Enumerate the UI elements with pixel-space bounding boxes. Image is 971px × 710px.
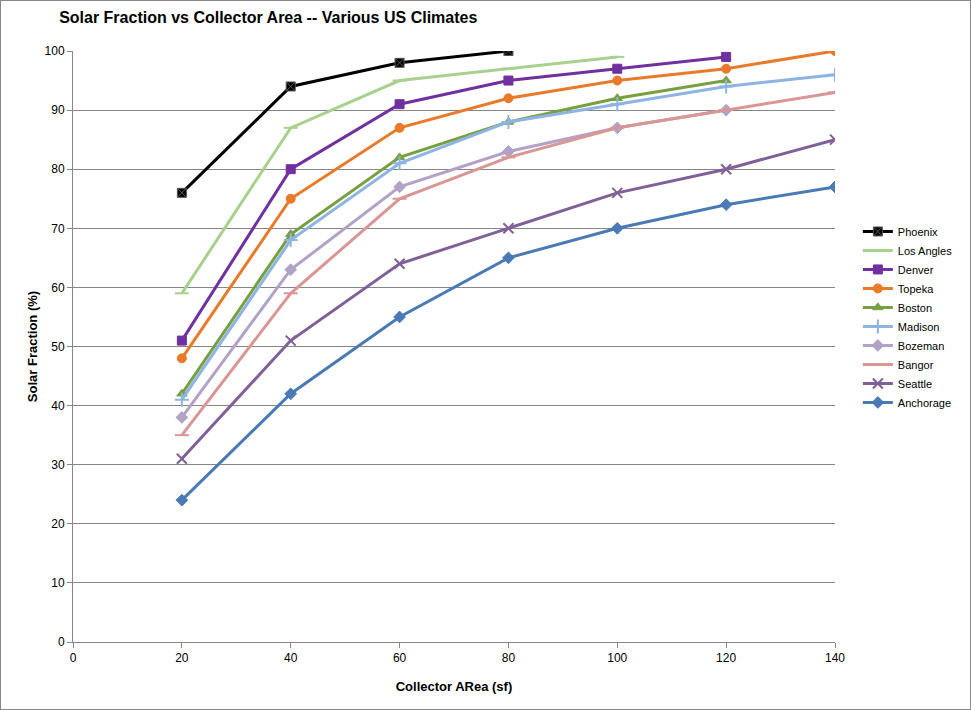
- svg-text:120: 120: [716, 651, 736, 665]
- svg-text:Los Angles: Los Angles: [898, 245, 952, 257]
- svg-text:140: 140: [825, 651, 845, 665]
- svg-text:Topeka: Topeka: [898, 283, 934, 295]
- svg-text:Seattle: Seattle: [898, 378, 932, 390]
- svg-text:Solar Fraction vs Collector Ar: Solar Fraction vs Collector Area -- Vari…: [59, 9, 477, 26]
- svg-text:Phoenix: Phoenix: [898, 226, 938, 238]
- svg-text:50: 50: [51, 340, 65, 354]
- svg-text:Collector ARea (sf): Collector ARea (sf): [396, 679, 513, 694]
- svg-text:Solar Fraction (%): Solar Fraction (%): [25, 291, 40, 402]
- svg-text:Anchorage: Anchorage: [898, 397, 951, 409]
- svg-text:Madison: Madison: [898, 321, 940, 333]
- svg-text:20: 20: [51, 517, 65, 531]
- svg-text:60: 60: [393, 651, 407, 665]
- svg-text:100: 100: [45, 44, 65, 58]
- svg-text:20: 20: [175, 651, 189, 665]
- svg-text:Boston: Boston: [898, 302, 932, 314]
- svg-text:70: 70: [51, 222, 65, 236]
- svg-text:Bozeman: Bozeman: [898, 340, 944, 352]
- svg-text:Bangor: Bangor: [898, 359, 934, 371]
- svg-text:40: 40: [284, 651, 298, 665]
- svg-text:80: 80: [51, 162, 65, 176]
- svg-text:100: 100: [607, 651, 627, 665]
- svg-text:30: 30: [51, 458, 65, 472]
- svg-text:Denver: Denver: [898, 264, 934, 276]
- svg-text:10: 10: [51, 576, 65, 590]
- svg-text:80: 80: [502, 651, 516, 665]
- svg-text:0: 0: [70, 651, 77, 665]
- svg-text:0: 0: [58, 635, 65, 649]
- svg-text:40: 40: [51, 399, 65, 413]
- svg-text:60: 60: [51, 281, 65, 295]
- svg-text:90: 90: [51, 103, 65, 117]
